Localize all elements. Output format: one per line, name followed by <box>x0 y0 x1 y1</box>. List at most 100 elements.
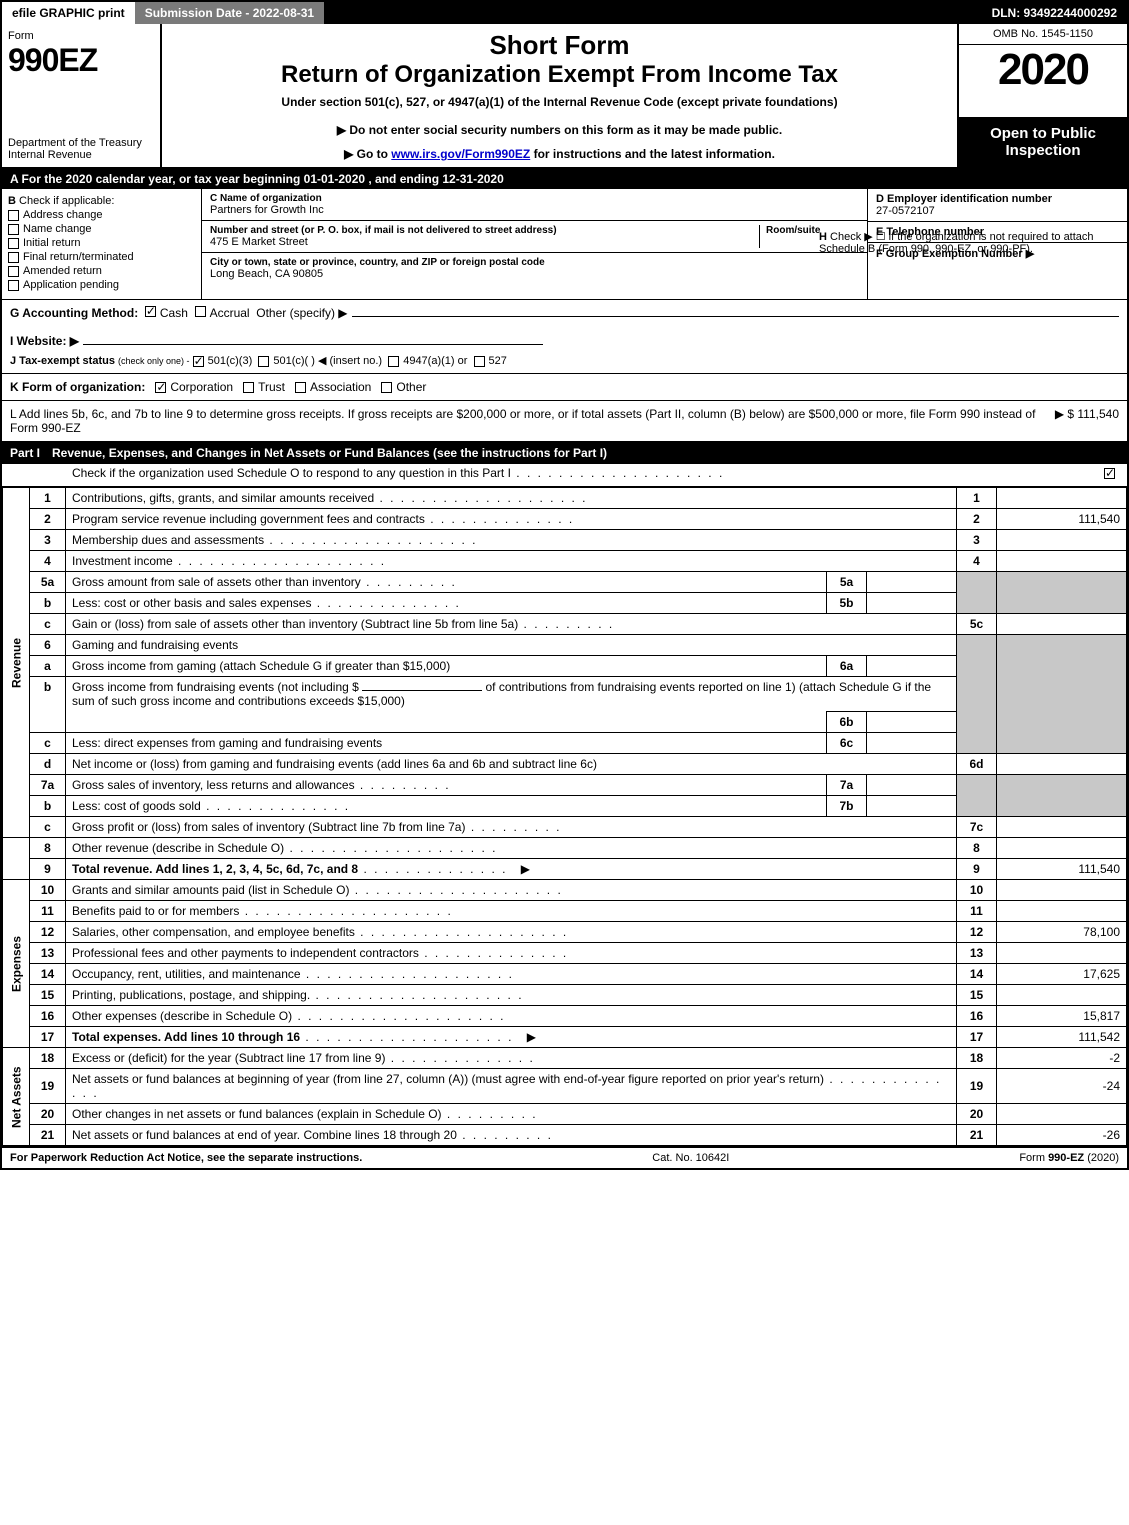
section-a: A For the 2020 calendar year, or tax yea… <box>2 169 1127 189</box>
form-header: Form 990EZ Department of the Treasury In… <box>2 24 1127 169</box>
no-ssn-note: ▶ Do not enter social security numbers o… <box>168 123 951 137</box>
table-row: c Gain or (loss) from sale of assets oth… <box>3 614 1127 635</box>
part-i-header: Part I Revenue, Expenses, and Changes in… <box>2 442 1127 464</box>
table-row: 4 Investment income 4 <box>3 551 1127 572</box>
short-form-title: Short Form <box>168 30 951 61</box>
table-row: 7a Gross sales of inventory, less return… <box>3 775 1127 796</box>
line-l-text: L Add lines 5b, 6c, and 7b to line 9 to … <box>10 407 1047 435</box>
city-label: City or town, state or province, country… <box>210 257 859 268</box>
header-right: OMB No. 1545-1150 2020 Open to Public In… <box>957 24 1127 167</box>
return-title: Return of Organization Exempt From Incom… <box>168 61 951 89</box>
part-i-note-text: Check if the organization used Schedule … <box>72 466 724 480</box>
table-row: 8 Other revenue (describe in Schedule O)… <box>3 838 1127 859</box>
chk-application-pending[interactable]: Application pending <box>8 279 195 291</box>
form-label: Form <box>8 30 154 42</box>
chk-527[interactable] <box>474 356 485 367</box>
website-input[interactable] <box>83 344 543 345</box>
goto-line: ▶ Go to www.irs.gov/Form990EZ for instru… <box>168 147 951 161</box>
efile-label: efile GRAPHIC print <box>2 2 135 24</box>
part-i-note: Check if the organization used Schedule … <box>2 464 1127 487</box>
footer-left: For Paperwork Reduction Act Notice, see … <box>10 1152 362 1164</box>
under-section: Under section 501(c), 527, or 4947(a)(1)… <box>168 95 951 109</box>
submission-date: Submission Date - 2022-08-31 <box>135 2 324 24</box>
dln-label: DLN: 93492244000292 <box>982 2 1127 24</box>
table-row: 13 Professional fees and other payments … <box>3 943 1127 964</box>
table-row: 15 Printing, publications, postage, and … <box>3 985 1127 1006</box>
form-page: efile GRAPHIC print Submission Date - 20… <box>0 0 1129 1170</box>
table-row: c Gross profit or (loss) from sales of i… <box>3 817 1127 838</box>
section-g-h-i-j: H Check ▶ ☐ if the organization is not r… <box>2 300 1127 374</box>
chk-final-return[interactable]: Final return/terminated <box>8 251 195 263</box>
line-h-label: H <box>819 231 827 243</box>
part-i-checkbox[interactable] <box>1104 466 1119 480</box>
addr-row: Number and street (or P. O. box, if mail… <box>202 221 867 253</box>
table-row: 5a Gross amount from sale of assets othe… <box>3 572 1127 593</box>
table-row: 19 Net assets or fund balances at beginn… <box>3 1069 1127 1104</box>
table-row: Net Assets 18 Excess or (deficit) for th… <box>3 1048 1127 1069</box>
ein-value: 27-0572107 <box>876 205 1119 217</box>
department-label: Department of the Treasury Internal Reve… <box>8 137 154 161</box>
chk-cash[interactable] <box>145 306 156 317</box>
table-row: 2 Program service revenue including gove… <box>3 509 1127 530</box>
chk-association[interactable] <box>295 382 306 393</box>
line-i: I Website: ▶ <box>10 334 1119 348</box>
box-b: B Check if applicable: Address change Na… <box>2 189 202 299</box>
table-row: 3 Membership dues and assessments 3 <box>3 530 1127 551</box>
chk-accrual[interactable] <box>195 306 206 317</box>
contrib-input[interactable] <box>362 690 482 691</box>
line-l-amount: ▶ $ 111,540 <box>1047 407 1119 435</box>
check-if-label: Check if applicable: <box>19 195 114 207</box>
table-row: 20 Other changes in net assets or fund b… <box>3 1104 1127 1125</box>
part-i-label: Part I <box>10 446 52 460</box>
line-g-label: G Accounting Method: <box>10 306 138 320</box>
ein-label: D Employer identification number <box>876 193 1119 205</box>
line-g: G Accounting Method: Cash Accrual Other … <box>10 306 1119 320</box>
chk-corporation[interactable] <box>155 382 166 393</box>
chk-trust[interactable] <box>243 382 254 393</box>
goto-suffix: for instructions and the latest informat… <box>530 147 775 161</box>
revenue-table: Revenue 1 Contributions, gifts, grants, … <box>2 487 1127 1146</box>
line-j-label: J Tax-exempt status <box>10 355 115 367</box>
table-row: 11 Benefits paid to or for members 11 <box>3 901 1127 922</box>
page-footer: For Paperwork Reduction Act Notice, see … <box>2 1146 1127 1168</box>
line-l: L Add lines 5b, 6c, and 7b to line 9 to … <box>2 401 1127 442</box>
revenue-vlabel: Revenue <box>3 488 30 838</box>
line-h: H Check ▶ ☐ if the organization is not r… <box>819 230 1119 255</box>
chk-address-change[interactable]: Address change <box>8 209 195 221</box>
chk-amended-return[interactable]: Amended return <box>8 265 195 277</box>
chk-501c[interactable] <box>258 356 269 367</box>
chk-other-org[interactable] <box>381 382 392 393</box>
table-row: d Net income or (loss) from gaming and f… <box>3 754 1127 775</box>
line-k-label: K Form of organization: <box>10 380 145 394</box>
line-j: J Tax-exempt status (check only one) - 5… <box>10 354 1119 367</box>
box-c: C Name of organization Partners for Grow… <box>202 189 867 299</box>
table-row: 9 Total revenue. Add lines 1, 2, 3, 4, 5… <box>3 859 1127 880</box>
city-row: City or town, state or province, country… <box>202 253 867 284</box>
header-left: Form 990EZ Department of the Treasury In… <box>2 24 162 167</box>
chk-name-change[interactable]: Name change <box>8 223 195 235</box>
line-h-text: Check ▶ ☐ if the organization is not req… <box>819 231 1094 255</box>
tax-year: 2020 <box>959 45 1127 95</box>
table-row: 6 Gaming and fundraising events <box>3 635 1127 656</box>
chk-4947[interactable] <box>388 356 399 367</box>
line-k: K Form of organization: Corporation Trus… <box>2 374 1127 401</box>
goto-prefix: ▶ Go to <box>344 147 391 161</box>
chk-501c3[interactable] <box>193 356 204 367</box>
box-b-label: B <box>8 195 16 207</box>
part-i-title: Revenue, Expenses, and Changes in Net As… <box>52 446 607 460</box>
goto-link[interactable]: www.irs.gov/Form990EZ <box>391 147 530 161</box>
line-i-label: I Website: ▶ <box>10 334 79 348</box>
table-row: 17 Total expenses. Add lines 10 through … <box>3 1027 1127 1048</box>
expenses-vlabel: Expenses <box>3 880 30 1048</box>
city-value: Long Beach, CA 90805 <box>210 268 859 280</box>
top-bar: efile GRAPHIC print Submission Date - 20… <box>2 2 1127 24</box>
header-center: Short Form Return of Organization Exempt… <box>162 24 957 167</box>
addr-value: 475 E Market Street <box>210 236 759 248</box>
addr-label: Number and street (or P. O. box, if mail… <box>210 225 759 236</box>
org-name-row: C Name of organization Partners for Grow… <box>202 189 867 221</box>
chk-initial-return[interactable]: Initial return <box>8 237 195 249</box>
netassets-vlabel: Net Assets <box>3 1048 30 1146</box>
other-specify-input[interactable] <box>352 316 1120 317</box>
open-inspection: Open to Public Inspection <box>959 117 1127 167</box>
table-row: 12 Salaries, other compensation, and emp… <box>3 922 1127 943</box>
